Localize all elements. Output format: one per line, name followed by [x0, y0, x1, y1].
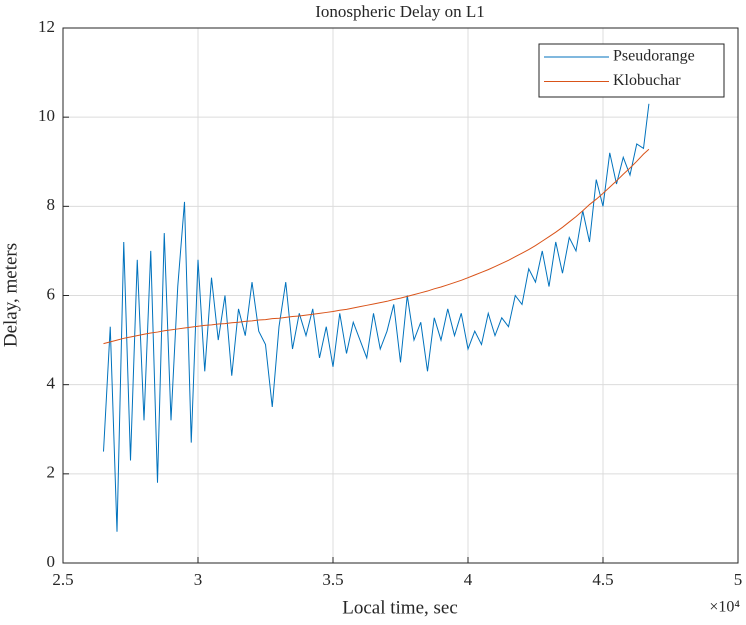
legend-label: Klobuchar	[613, 72, 681, 89]
y-tick-label: 2	[47, 463, 56, 482]
x-tick-label: 3.5	[322, 570, 343, 589]
y-tick-label: 0	[47, 552, 56, 571]
y-axis-label: Delay, meters	[0, 243, 21, 347]
data-line	[103, 103, 650, 532]
y-tick-label: 12	[38, 17, 55, 36]
x-tick-label: 4.5	[592, 570, 613, 589]
x-axis-label: Local time, sec	[342, 597, 458, 618]
y-tick-label: 4	[47, 374, 56, 393]
y-tick-label: 6	[47, 284, 56, 303]
legend-label: Pseudorange	[613, 48, 695, 65]
data-line	[103, 148, 650, 345]
y-tick-label: 10	[38, 106, 55, 125]
legend-box	[538, 43, 725, 98]
x-tick-label: 4	[464, 570, 473, 589]
x-tick-label: 5	[734, 570, 743, 589]
y-tick-label: 8	[47, 195, 56, 214]
x-multiplier: ×10⁴	[709, 599, 740, 616]
axes-box	[62, 27, 739, 564]
x-tick-label: 2.5	[52, 570, 73, 589]
chart-title: Ionospheric Delay on L1	[315, 2, 484, 21]
x-tick-label: 3	[194, 570, 203, 589]
